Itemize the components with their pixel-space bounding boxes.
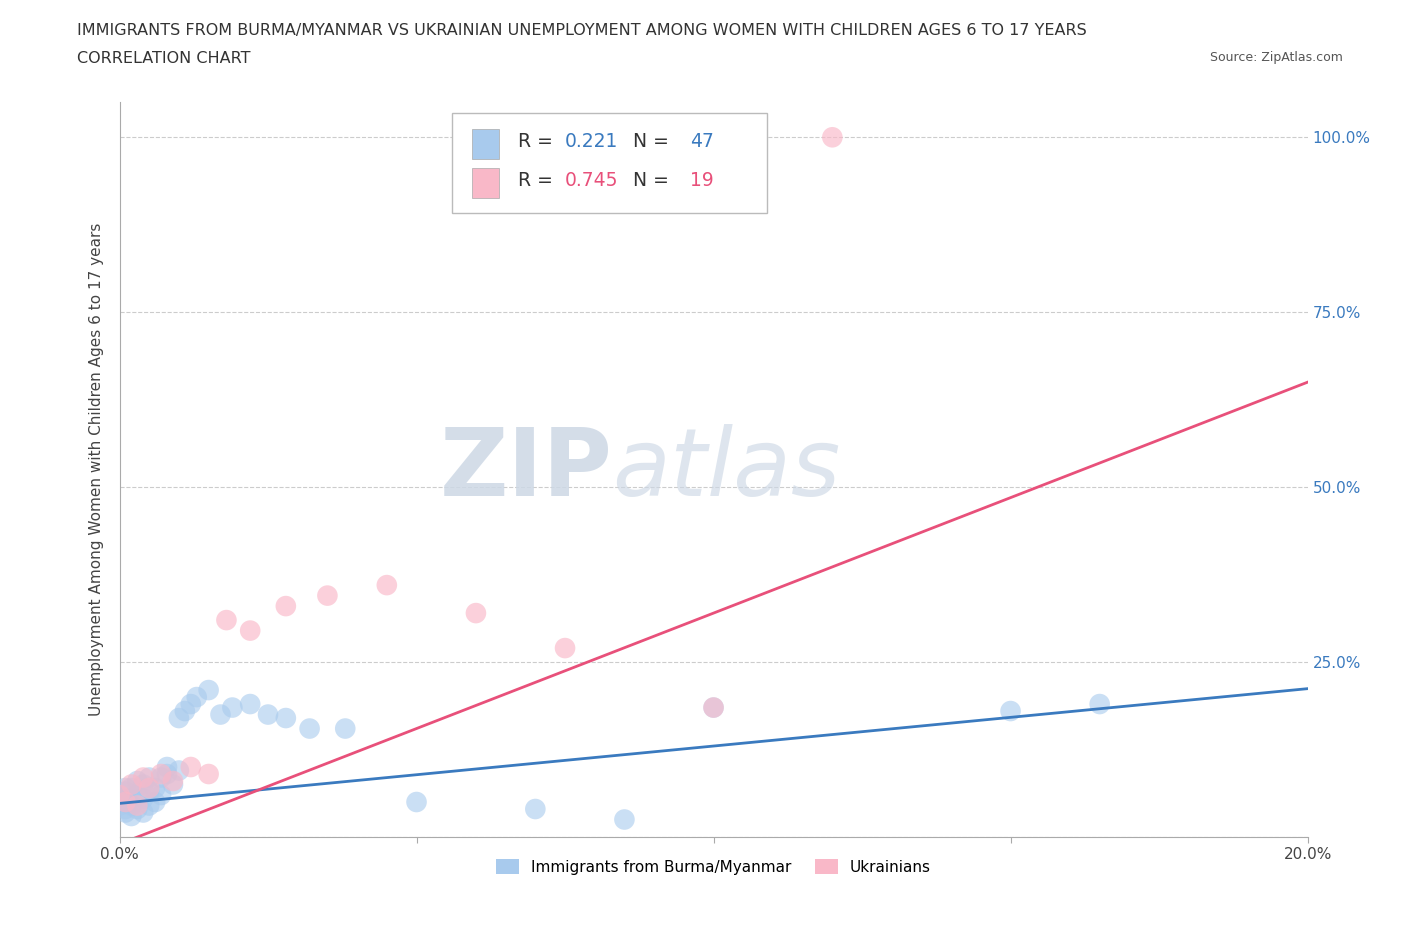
Point [150, 770, 173, 785]
Point [138, 798, 160, 813]
Point [464, 605, 488, 620]
Legend: Immigrants from Burma/Myanmar, Ukrainians: Immigrants from Burma/Myanmar, Ukrainian… [491, 853, 936, 881]
Point [167, 764, 190, 778]
Point [239, 623, 262, 638]
Text: N =: N = [621, 132, 675, 152]
Point [1088, 697, 1111, 711]
Point [132, 770, 155, 785]
Text: ZIP: ZIP [440, 424, 613, 515]
Point [150, 766, 173, 781]
Point [120, 780, 142, 795]
FancyBboxPatch shape [472, 168, 499, 198]
Point [524, 802, 547, 817]
Point [127, 802, 149, 817]
Point [114, 784, 136, 799]
Point [167, 711, 190, 725]
Point [173, 704, 195, 719]
Point [257, 707, 280, 722]
Point [120, 777, 142, 792]
Point [274, 711, 297, 725]
Point [197, 683, 219, 698]
Point [127, 798, 149, 813]
Point [120, 791, 142, 806]
Point [215, 613, 238, 628]
Point [138, 770, 160, 785]
Point [180, 760, 202, 775]
Point [221, 700, 243, 715]
Point [162, 774, 184, 789]
Point [120, 798, 142, 813]
Point [703, 700, 725, 715]
Point [239, 697, 262, 711]
Text: 19: 19 [690, 171, 713, 191]
Point [316, 588, 339, 603]
Point [114, 794, 136, 809]
Point [156, 766, 179, 781]
Point [114, 794, 136, 809]
Point [405, 794, 427, 809]
Point [143, 780, 166, 795]
Point [197, 766, 219, 781]
Point [298, 721, 321, 736]
Point [132, 805, 155, 820]
Point [138, 780, 160, 795]
Point [1000, 704, 1022, 719]
Text: N =: N = [621, 171, 675, 191]
Text: 47: 47 [690, 132, 714, 152]
FancyBboxPatch shape [472, 129, 499, 159]
Point [554, 641, 576, 656]
Y-axis label: Unemployment Among Women with Children Ages 6 to 17 years: Unemployment Among Women with Children A… [89, 223, 104, 716]
Point [127, 788, 149, 803]
Text: R =: R = [517, 132, 558, 152]
Point [335, 721, 357, 736]
Point [186, 690, 208, 705]
Point [132, 777, 155, 792]
Point [703, 700, 725, 715]
Point [375, 578, 398, 592]
Point [114, 805, 136, 820]
Point [108, 788, 131, 803]
Point [209, 707, 232, 722]
Point [274, 599, 297, 614]
Point [162, 777, 184, 792]
Text: R =: R = [517, 171, 558, 191]
Text: IMMIGRANTS FROM BURMA/MYANMAR VS UKRAINIAN UNEMPLOYMENT AMONG WOMEN WITH CHILDRE: IMMIGRANTS FROM BURMA/MYANMAR VS UKRAINI… [77, 23, 1087, 38]
Point [114, 802, 136, 817]
Text: Source: ZipAtlas.com: Source: ZipAtlas.com [1209, 51, 1343, 64]
FancyBboxPatch shape [453, 113, 768, 213]
Point [156, 760, 179, 775]
Text: 0.745: 0.745 [565, 171, 619, 191]
Point [613, 812, 636, 827]
Text: CORRELATION CHART: CORRELATION CHART [77, 51, 250, 66]
Point [108, 788, 131, 803]
Point [143, 794, 166, 809]
Point [821, 130, 844, 145]
Text: 0.221: 0.221 [565, 132, 619, 152]
Point [180, 697, 202, 711]
Point [138, 784, 160, 799]
Point [127, 774, 149, 789]
Point [114, 780, 136, 795]
Text: atlas: atlas [613, 424, 841, 515]
Point [120, 808, 142, 823]
Point [108, 791, 131, 806]
Point [132, 791, 155, 806]
Point [108, 798, 131, 813]
Point [150, 788, 173, 803]
